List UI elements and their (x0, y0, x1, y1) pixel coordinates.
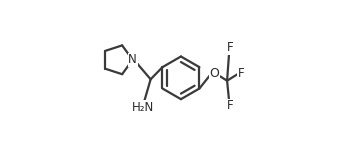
Text: N: N (128, 53, 137, 66)
Text: H₂N: H₂N (132, 101, 155, 114)
Text: F: F (237, 67, 244, 80)
Text: O: O (209, 67, 219, 80)
Text: F: F (227, 41, 233, 54)
Text: F: F (227, 100, 233, 112)
